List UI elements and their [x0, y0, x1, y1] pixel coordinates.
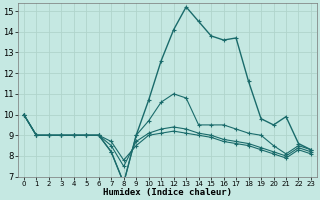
X-axis label: Humidex (Indice chaleur): Humidex (Indice chaleur) — [103, 188, 232, 197]
